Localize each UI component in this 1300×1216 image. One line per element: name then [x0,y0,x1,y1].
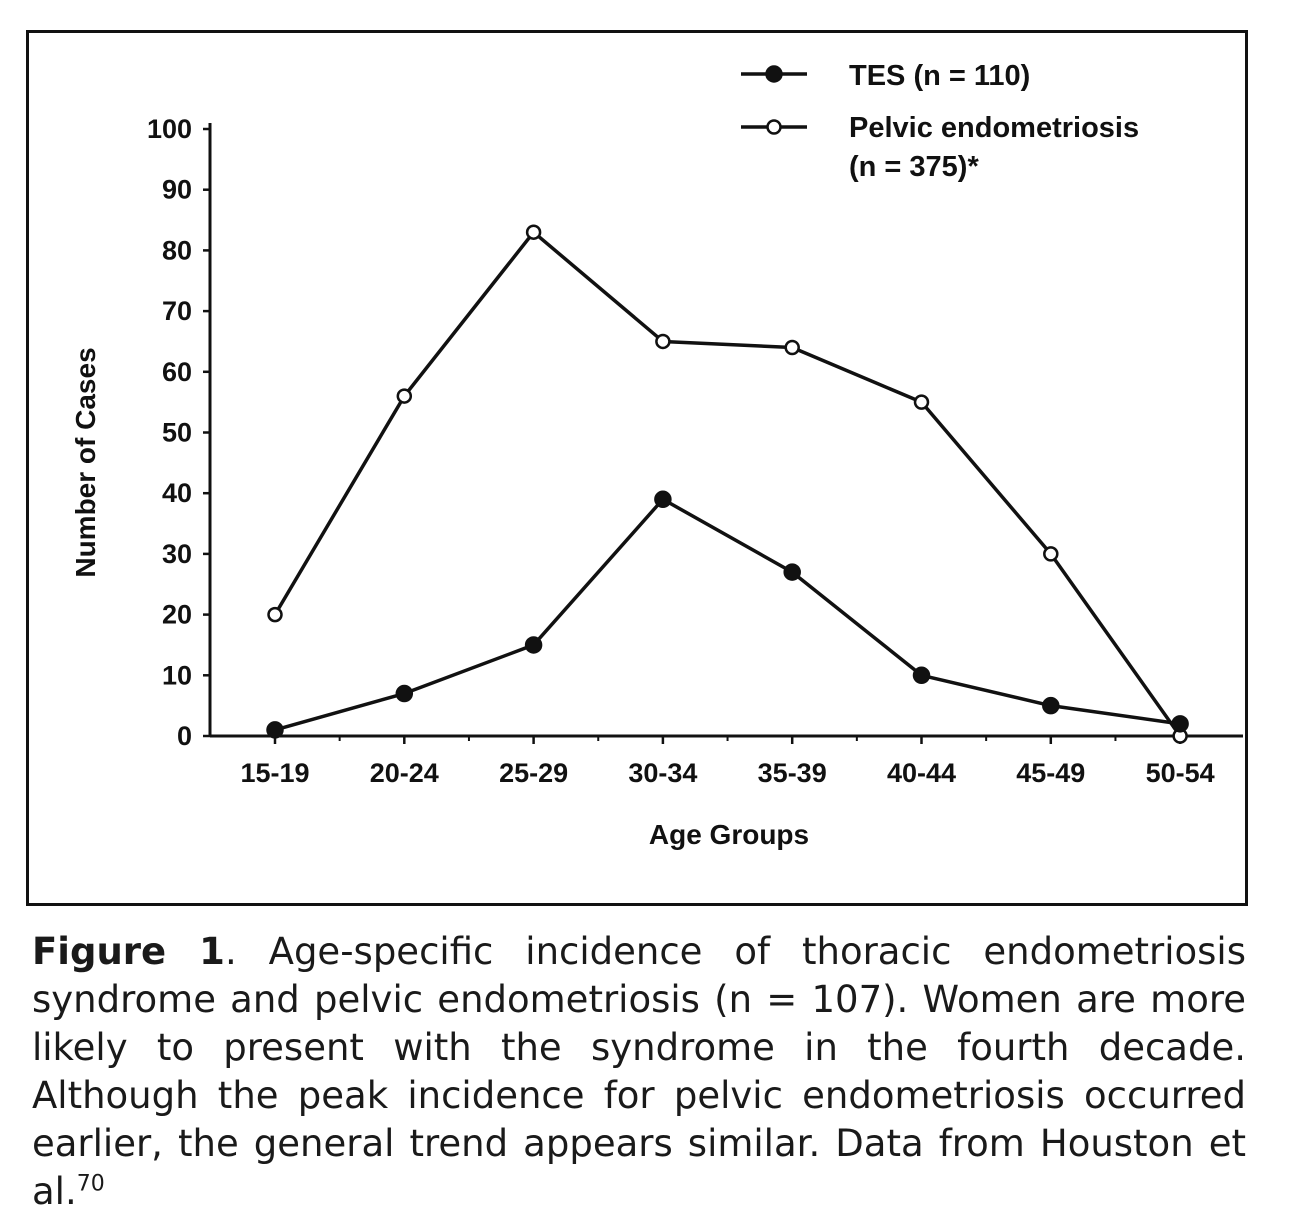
figure-frame: 0 10 20 30 40 50 60 70 80 90 100 15-19 20-24 25-29 30-… [26,30,1248,906]
y-tick-label: 100 [147,114,192,144]
y-tick-label: 80 [162,235,192,265]
legend-pelvic-label-line2: (n = 375)* [849,151,979,183]
caption-text: . Age-specific incidence of thoracic end… [32,930,1246,1213]
pelvic-series-line [273,230,1182,738]
y-tick-label: 40 [162,478,192,508]
tes-data-point [524,636,543,654]
tes-data-point [783,563,801,581]
y-tick-label: 30 [162,539,192,569]
x-tick-label: 40-44 [887,758,956,788]
tes-data-point [1042,696,1060,715]
pelvic-data-point [913,394,930,410]
x-axis-title: Age Groups [649,819,809,850]
tes-data-point [266,721,284,739]
x-tick-label: 20-24 [370,758,439,788]
y-axis-title: Number of Cases [70,347,101,577]
pelvic-data-point [1043,546,1059,562]
tes-data-point [654,490,672,509]
tes-data-point [1171,715,1189,733]
y-tick-label: 10 [162,660,192,690]
pelvic-data-point [525,224,542,240]
y-tick-label: 90 [162,175,192,205]
pelvic-data-point [267,606,283,623]
legend-pelvic-marker [766,119,782,135]
y-tick-label: 20 [162,600,192,630]
legend-pelvic-label-line1: Pelvic endometriosis [849,112,1139,144]
pelvic-data-point [655,333,671,350]
x-tick-label: 35-39 [758,758,827,788]
y-tick-label: 70 [162,296,192,326]
x-tick-label: 15-19 [240,758,309,788]
y-tick-label: 50 [162,418,192,448]
x-tick-label: 25-29 [499,758,568,788]
caption-label: Figure 1 [32,930,225,973]
tes-data-point [395,684,414,703]
legend-tes-marker [765,65,783,83]
x-tick-label: 45-49 [1016,758,1085,788]
y-tick-label: 60 [162,357,192,387]
pelvic-data-point [784,339,800,356]
x-tick-label: 30-34 [628,758,697,788]
pelvic-data-point [396,388,413,404]
figure-caption: Figure 1. Age-specific incidence of thor… [32,928,1246,1216]
legend-tes-label: TES (n = 110) [849,60,1030,92]
line-chart: 0 10 20 30 40 50 60 70 80 90 100 15-19 20-24 25-29 30-… [70,60,1243,850]
caption-reference: 70 [76,1171,105,1197]
tes-data-point [912,666,931,685]
y-tick-label: 0 [177,721,192,751]
x-tick-label: 50-54 [1146,758,1215,788]
tes-series-line [274,497,1181,732]
